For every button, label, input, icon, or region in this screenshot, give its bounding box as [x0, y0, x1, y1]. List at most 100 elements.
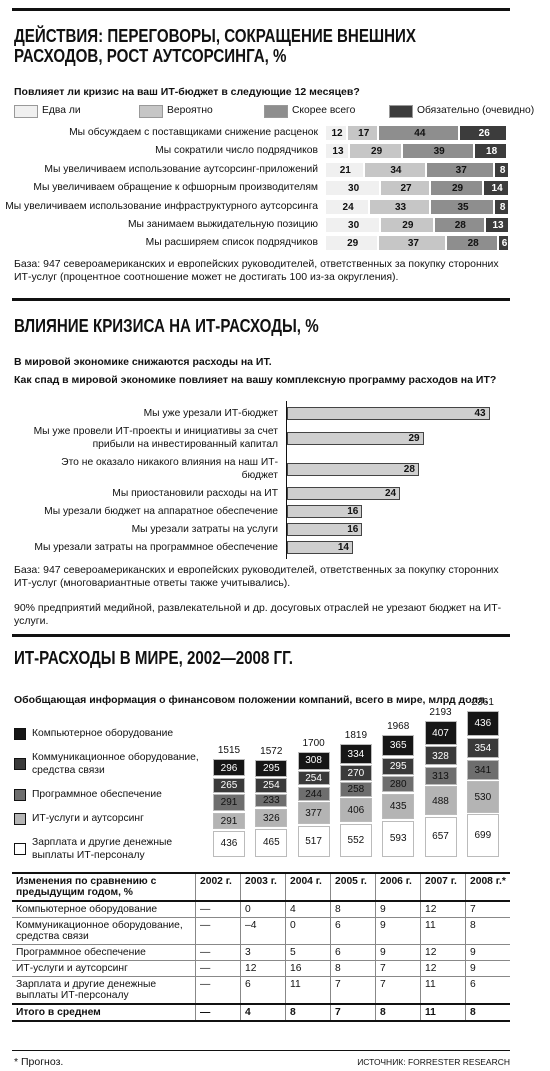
value-label: 14 [337, 542, 349, 553]
legend-label: Скорее всего [292, 105, 356, 116]
value-label: 295 [389, 761, 407, 773]
value-label: 326 [262, 812, 280, 824]
total-label: 1968 [387, 721, 410, 732]
category-label: Мы уже провели ИТ-проекты и инициативы з… [33, 426, 278, 450]
category-label: Мы урезали затраты на программное обеспе… [34, 542, 278, 553]
table-cell: 6 [330, 944, 376, 961]
bar [287, 407, 490, 420]
rule [12, 8, 510, 11]
table-cell: — [195, 917, 241, 945]
note: База: 947 североамериканских и европейск… [14, 564, 499, 589]
bar-segment [339, 744, 372, 764]
value-label: 29 [402, 220, 414, 231]
table-header-cell: 2002 г. [195, 872, 241, 902]
value-label: 593 [389, 833, 407, 845]
table-cell: 11 [420, 1003, 466, 1022]
value-label: 43 [474, 408, 486, 419]
bar [287, 487, 401, 500]
bar-segment [255, 778, 288, 793]
value-label: 39 [433, 146, 445, 158]
table-cell: — [195, 900, 241, 918]
bar-segment [297, 825, 330, 857]
value-label: 26 [478, 128, 490, 139]
table-cell: 11 [420, 917, 466, 945]
value-label: 436 [220, 838, 238, 850]
bar-segment [326, 144, 349, 159]
total-label: 2193 [429, 706, 452, 718]
value-label: 28 [467, 238, 479, 250]
legend-swatch [14, 758, 26, 770]
value-label: 13 [332, 146, 344, 158]
bar-segment [484, 181, 509, 196]
total-label: 1819 [344, 730, 368, 742]
value-label: 29 [347, 238, 359, 250]
bar-segment [213, 759, 245, 777]
legend-label: Зарплата и другие денежные выплаты ИТ-пе… [32, 837, 173, 861]
value-label: 296 [220, 762, 238, 774]
category-label: Мы сократили число подрядчиков [155, 145, 318, 157]
bar-segment [339, 798, 372, 822]
value-label: 6 [501, 238, 508, 250]
axis-line [286, 401, 287, 559]
table-row: ИТ-услуги и аутсорсинг —12 16 8 7 12 9 [12, 960, 510, 977]
value-label: 13 [492, 220, 504, 231]
value-label: 258 [347, 784, 365, 796]
value-label: 28 [454, 220, 466, 231]
value-label: 699 [474, 830, 492, 842]
category-label: Мы увеличиваем использование аутсорсинг-… [44, 163, 318, 175]
category-label: Мы расширяем список подрядчиков [145, 237, 318, 249]
bar-segment [379, 126, 460, 140]
bar-segment [475, 144, 508, 159]
value-label: 354 [474, 742, 492, 754]
footnote: * Прогноз. [14, 1056, 64, 1068]
table-cell: 16 [285, 960, 331, 977]
bar-segment [348, 126, 379, 140]
table-cell: 8 [330, 960, 376, 977]
value-label: 17 [358, 128, 370, 139]
table-cell: — [195, 960, 241, 977]
bar-segment [326, 236, 379, 251]
bar-segment [255, 759, 288, 777]
bar-segment [213, 794, 245, 812]
value-label: 465 [262, 837, 280, 849]
bar-segment [381, 218, 434, 232]
table-cell: 8 [285, 1003, 331, 1022]
bar [287, 523, 363, 536]
bar-segment [213, 777, 245, 793]
bar-segment [466, 737, 499, 759]
value-label: 14 [491, 183, 503, 195]
total-label: 1572 [260, 745, 283, 757]
category-label: Мы увеличиваем использование инфраструкт… [5, 200, 318, 212]
section-title: ВЛИЯНИЕ КРИЗИСА НА ИТ-РАСХОДЫ, % [14, 316, 319, 336]
table-cell: 9 [375, 944, 421, 961]
table-cell: — [195, 944, 241, 961]
value-label: 270 [347, 767, 365, 779]
bar-segment [339, 823, 372, 857]
category-label: Мы обсуждаем с поставщиками снижение рас… [69, 127, 318, 138]
value-label: 291 [220, 815, 238, 827]
legend-label: ИТ-услуги и аутсорсинг [32, 813, 144, 824]
bar-segment [213, 830, 245, 857]
table-cell: — [195, 976, 241, 1004]
table-cell: — [195, 1003, 241, 1022]
table-cell: –4 [240, 917, 286, 945]
value-label: 30 [348, 183, 360, 195]
table-row: Программное обеспечение —3 5 6 9 12 9 [12, 944, 510, 961]
legend-swatch [139, 105, 163, 118]
subtitle: Повлияет ли кризис на ваш ИТ-бюджет в сл… [14, 86, 360, 98]
table-cell: 4 [240, 1003, 286, 1022]
value-label: 34 [390, 164, 402, 176]
rule [12, 298, 510, 301]
value-label: 265 [220, 780, 238, 792]
table-cell: 12 [240, 960, 286, 977]
bar-segment [326, 199, 370, 214]
table-cell: Зарплата и другие денежные выплаты ИТ-пе… [12, 976, 196, 1004]
table-header-row: Изменения по сравнению с предыдущим годо… [12, 872, 510, 902]
value-label: 29 [371, 146, 383, 158]
value-label: 435 [389, 801, 407, 813]
table-cell: 9 [465, 944, 510, 961]
bar-segment [447, 236, 498, 251]
value-label: 295 [262, 762, 280, 774]
table-header-cell: 2004 г. [285, 872, 331, 902]
table-cell: Коммуникационное оборудование, средства … [12, 917, 196, 945]
